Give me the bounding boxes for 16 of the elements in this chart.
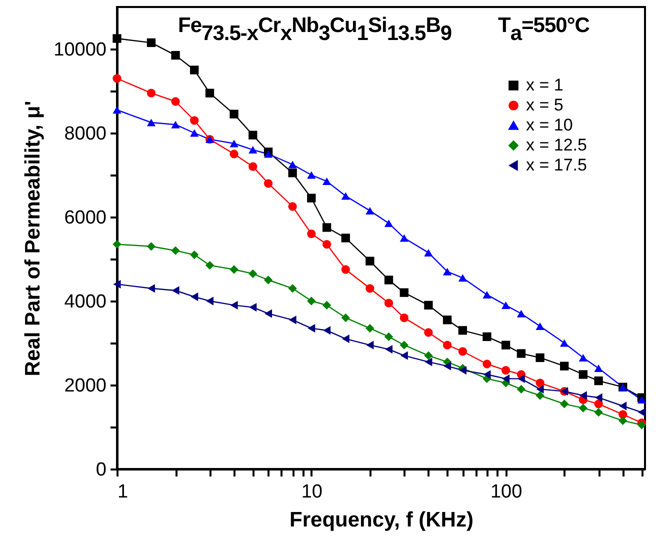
x-tick-label: 10 [301, 482, 322, 502]
y-tick-label: 10000 [54, 40, 106, 60]
y-tick-label: 4000 [64, 292, 106, 312]
y-axis-title: Real Part of Permeability, μ' [22, 100, 45, 376]
x-tick-label: 1 [118, 482, 128, 502]
legend-label: x = 5 [526, 96, 564, 114]
y-tick-label: 2000 [64, 376, 106, 396]
legend-label: x = 12.5 [526, 136, 587, 154]
legend-label: x = 10 [526, 116, 573, 134]
legend-label: x = 1 [526, 76, 564, 94]
x-tick-label: 100 [490, 482, 522, 502]
x-axis-title: Frequency, f (KHz) [290, 508, 474, 532]
y-tick-label: 0 [96, 460, 106, 480]
y-tick-label: 6000 [64, 208, 106, 228]
legend-label: x = 17.5 [526, 156, 587, 174]
y-tick-label: 8000 [64, 124, 106, 144]
